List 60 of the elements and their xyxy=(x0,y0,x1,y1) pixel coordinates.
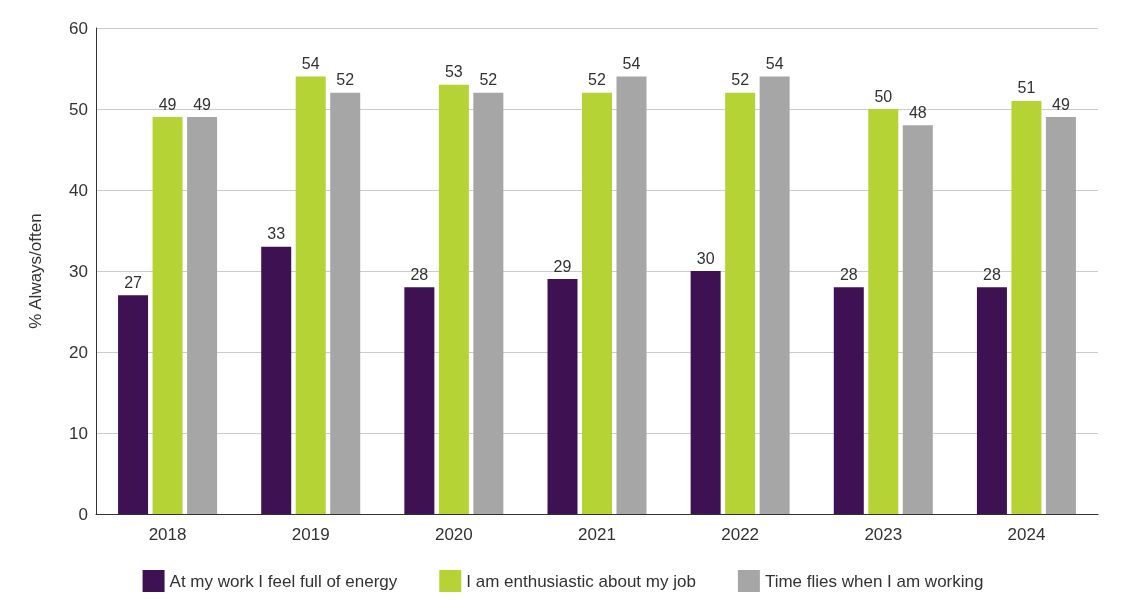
data-label: 52 xyxy=(479,71,498,89)
data-label: 49 xyxy=(193,95,212,113)
y-tick-label: 30 xyxy=(69,261,88,281)
bar xyxy=(547,279,578,514)
bar xyxy=(976,287,1007,514)
legend-label: At my work I feel full of energy xyxy=(169,571,398,591)
bar xyxy=(725,92,756,514)
bar xyxy=(616,76,647,514)
bar xyxy=(295,76,326,514)
data-label: 28 xyxy=(839,265,858,283)
legend-label: Time flies when I am working xyxy=(764,571,984,591)
y-axis-title: % Always/often xyxy=(26,213,45,329)
y-tick-label: 0 xyxy=(78,504,88,524)
bar xyxy=(833,287,864,514)
data-label: 28 xyxy=(983,265,1001,283)
bar xyxy=(582,92,612,514)
y-tick-label: 10 xyxy=(69,423,88,443)
x-tick-label: 2021 xyxy=(578,525,616,544)
data-label: 51 xyxy=(1017,79,1036,97)
x-tick-label: 2018 xyxy=(148,525,187,544)
bar xyxy=(404,287,435,514)
legend-label: I am enthusiastic about my job xyxy=(466,571,696,591)
data-label: 54 xyxy=(765,55,784,73)
data-label: 28 xyxy=(410,265,429,283)
bar xyxy=(438,84,469,514)
data-label: 52 xyxy=(588,71,606,89)
data-label: 49 xyxy=(158,95,177,113)
x-tick-label: 2020 xyxy=(434,525,473,544)
y-tick-label: 50 xyxy=(69,99,88,119)
y-tick-label: 40 xyxy=(69,180,88,200)
bar xyxy=(1045,117,1076,514)
bar xyxy=(473,92,504,514)
bar xyxy=(152,117,183,514)
bar xyxy=(330,92,361,514)
bar xyxy=(868,109,899,514)
x-tick-label: 2022 xyxy=(721,525,760,544)
x-tick-label: 2019 xyxy=(291,525,330,544)
data-label: 30 xyxy=(696,249,715,267)
data-label: 54 xyxy=(301,55,320,73)
data-label: 52 xyxy=(336,71,355,89)
data-label: 33 xyxy=(267,225,286,243)
bar xyxy=(118,295,149,514)
data-label: 50 xyxy=(874,87,893,105)
bar xyxy=(1011,100,1042,514)
data-label: 52 xyxy=(731,71,750,89)
data-label: 53 xyxy=(444,63,463,81)
data-label: 27 xyxy=(124,273,143,291)
y-tick-label: 60 xyxy=(69,18,88,38)
x-tick-label: 2024 xyxy=(1007,525,1046,544)
bar xyxy=(902,125,933,514)
bar xyxy=(187,117,218,514)
data-label: 54 xyxy=(622,55,641,73)
bar xyxy=(759,76,790,514)
y-tick-label: 20 xyxy=(69,342,88,362)
bar xyxy=(261,246,292,514)
data-label: 48 xyxy=(908,103,927,121)
x-tick-label: 2023 xyxy=(864,525,903,544)
data-label: 29 xyxy=(553,257,572,275)
bar xyxy=(690,271,721,514)
data-label: 49 xyxy=(1052,95,1070,113)
